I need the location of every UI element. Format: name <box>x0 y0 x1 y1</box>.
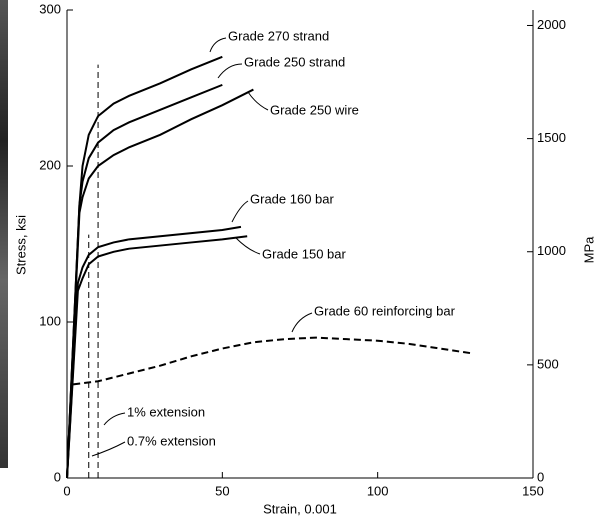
y2-tick-label: 2000 <box>537 17 566 32</box>
y-tick-label: 300 <box>39 1 61 16</box>
reference-label: 1% extension <box>127 404 205 419</box>
x-tick-label: 100 <box>367 483 389 498</box>
leader <box>235 237 261 255</box>
x-tick-label: 150 <box>522 483 544 498</box>
series-line <box>66 55 223 479</box>
x-tick-label: 50 <box>215 483 229 498</box>
series-label: Grade 150 bar <box>262 246 347 261</box>
series-label: Grade 60 reinforcing bar <box>314 303 456 318</box>
series-line <box>66 83 223 479</box>
series-label: Grade 270 strand <box>228 28 329 43</box>
leader <box>291 312 313 333</box>
series-line <box>66 225 242 479</box>
series-line <box>73 336 472 386</box>
series-line <box>66 88 254 479</box>
y-axis-label: Stress, ksi <box>13 215 28 275</box>
y2-tick-label: 1500 <box>537 130 566 145</box>
y2-axis-label: MPa <box>581 236 596 264</box>
y-tick-label: 100 <box>39 313 61 328</box>
leader <box>209 37 227 53</box>
series-line <box>66 235 248 479</box>
x-axis-label: Strain, 0.001 <box>263 501 337 516</box>
leaders <box>91 37 313 457</box>
leader <box>91 441 126 457</box>
leader <box>217 63 243 79</box>
reference-label: 0.7% extension <box>127 433 216 448</box>
series-label: Grade 250 wire <box>270 102 359 117</box>
leader <box>231 200 249 223</box>
edge-image <box>0 0 8 468</box>
leader <box>103 412 126 426</box>
y2-tick-label: 1000 <box>537 243 566 258</box>
y2-tick-label: 500 <box>537 356 559 371</box>
y-tick-label: 0 <box>54 469 61 484</box>
y2-tick-label: 0 <box>537 469 544 484</box>
leader <box>247 91 269 111</box>
axes <box>66 10 534 479</box>
y-tick-label: 200 <box>39 157 61 172</box>
x-tick-label: 0 <box>63 483 70 498</box>
series-label: Grade 160 bar <box>250 191 335 206</box>
series-label: Grade 250 strand <box>244 54 345 69</box>
